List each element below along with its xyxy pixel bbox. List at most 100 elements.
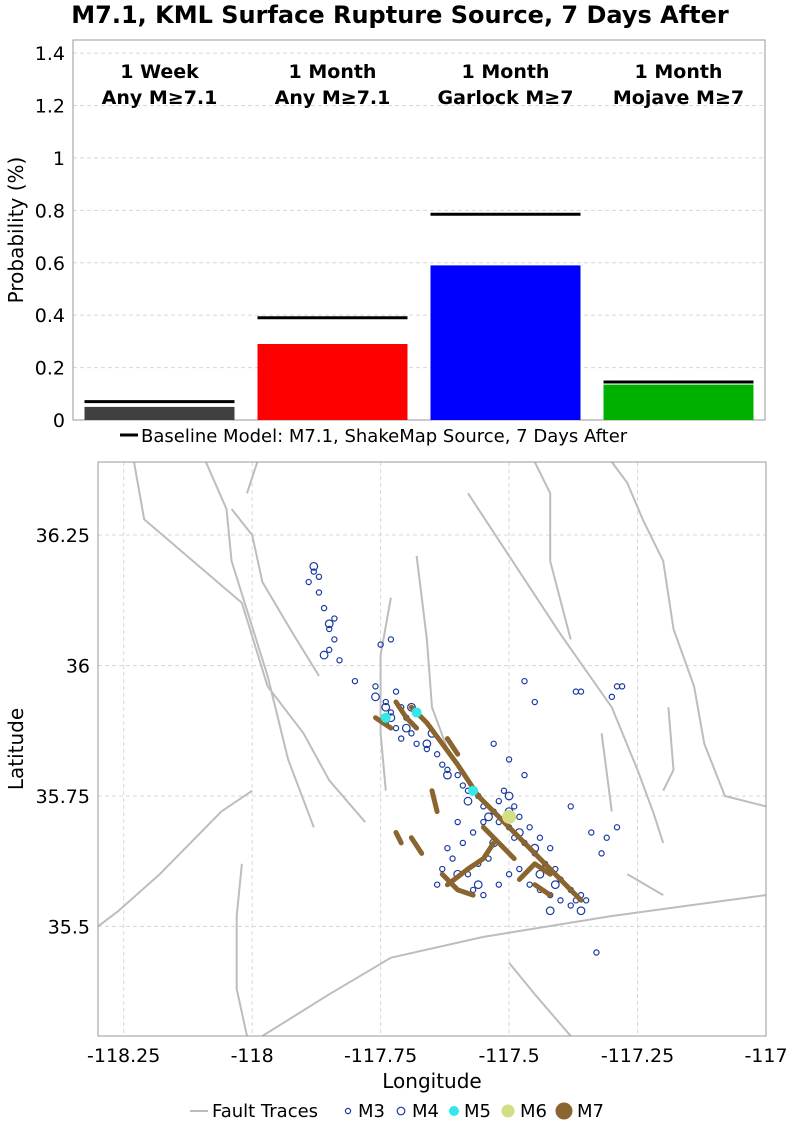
- bar-chart-title: M7.1, KML Surface Rupture Source, 7 Days…: [71, 1, 729, 29]
- m3-event: [444, 844, 451, 852]
- legend-m4-label: M4: [412, 1101, 439, 1122]
- fault-trace: [610, 462, 766, 808]
- m4-event: [504, 791, 514, 801]
- m3-event: [444, 766, 451, 774]
- map-chart: -118.25 -118 -117.75 -117.5 -117.25 -117 35.5 3…: [4, 461, 788, 1122]
- m3-event: [326, 625, 333, 633]
- fault-trace: [600, 733, 613, 812]
- m3-event: [320, 604, 328, 612]
- m3-event: [521, 771, 528, 779]
- m3-event: [439, 761, 446, 768]
- m3-event: [331, 636, 338, 643]
- m3-event: [480, 891, 487, 899]
- m3-event: [567, 803, 574, 810]
- bar: [430, 265, 581, 420]
- legend-m5-label: M5: [464, 1101, 491, 1122]
- m3-event: [387, 709, 395, 716]
- map-plot-frame: [97, 461, 767, 1037]
- map-x-tick-label: -117: [744, 1045, 787, 1067]
- m3-event: [516, 865, 523, 873]
- bar: [84, 406, 235, 420]
- legend-fault-label: Fault Traces: [212, 1101, 318, 1122]
- map-x-axis-label: Longitude: [382, 1069, 481, 1093]
- m3-event: [326, 646, 333, 654]
- m3-event: [469, 829, 477, 836]
- m4-event: [407, 702, 416, 712]
- map-x-tick-label: -118.25: [87, 1045, 160, 1067]
- m3-event: [413, 740, 420, 747]
- m3-event: [567, 902, 574, 909]
- m3-event: [469, 886, 477, 894]
- category-label-line2: Garlock M≥7: [438, 87, 574, 109]
- m4-event: [443, 770, 452, 780]
- legend-m5-swatch: [449, 1106, 459, 1116]
- m4-event: [309, 561, 319, 571]
- category-label-line2: Any M≥7.1: [102, 87, 218, 109]
- legend-m3-swatch: [344, 1107, 352, 1115]
- m4-event: [324, 619, 334, 629]
- fault-trace: [508, 962, 572, 1036]
- m7-rupture: [393, 830, 404, 846]
- bar-y-axis-label: Probability (%): [4, 157, 28, 304]
- m3-event: [392, 688, 400, 695]
- legend-m6-swatch: [501, 1104, 515, 1118]
- m3-event: [557, 897, 564, 904]
- m4-event: [550, 880, 560, 890]
- bar: [257, 344, 408, 420]
- m7-rupture: [408, 835, 425, 856]
- fault-trace: [98, 789, 253, 928]
- m3-event: [449, 855, 456, 862]
- map-content: [98, 462, 766, 1036]
- m4-event: [371, 692, 380, 702]
- bar-y-tick-label: 0.8: [35, 200, 65, 222]
- m4-event: [319, 650, 329, 660]
- m7-rupture: [444, 736, 461, 757]
- legend-m4-swatch: [396, 1106, 406, 1116]
- m3-event: [582, 897, 590, 904]
- m3-event: [500, 787, 508, 794]
- m3-event: [454, 818, 461, 826]
- bar-y-tick-label: 0.4: [35, 305, 65, 327]
- fault-trace: [626, 873, 664, 896]
- legend-m7-label: M7: [577, 1101, 604, 1122]
- m3-event: [593, 949, 600, 956]
- fault-trace: [533, 462, 572, 640]
- m3-event: [613, 683, 621, 690]
- bar-y-tick-label: 0.2: [35, 358, 65, 380]
- m3-event: [433, 881, 441, 888]
- fault-trace: [261, 894, 766, 1036]
- fault-trace: [467, 492, 665, 844]
- map-x-tick-label: -118: [231, 1045, 274, 1067]
- m4-event: [484, 812, 493, 822]
- m5-event: [411, 707, 422, 718]
- m3-event: [608, 693, 616, 701]
- m3-event: [310, 568, 318, 575]
- m3-event: [454, 771, 461, 779]
- m3-event: [572, 688, 580, 695]
- m3-event: [331, 615, 338, 622]
- bar-chart: 0 0.2 0.4 0.6 0.8 1 1.2 1.4 1 Week Any M≥7.1 1 Mon…: [4, 39, 766, 447]
- bar-y-tick-label: 1: [53, 148, 65, 170]
- m3-event: [387, 636, 395, 643]
- m4-event: [401, 723, 411, 733]
- m7-rupture: [373, 715, 394, 731]
- m4-event: [422, 739, 432, 749]
- category-label-line1: 1 Month: [289, 61, 377, 83]
- m3-event: [392, 724, 400, 732]
- m3-event: [577, 688, 585, 695]
- m4-event: [576, 906, 586, 916]
- m3-event: [588, 829, 595, 836]
- m7-rupture: [439, 871, 476, 898]
- m3-event: [613, 824, 621, 831]
- m3-event: [397, 735, 405, 742]
- m3-event: [315, 589, 323, 596]
- m3-event: [433, 751, 441, 758]
- map-x-tick-label: -117.5: [478, 1045, 539, 1067]
- m3-event: [377, 641, 384, 648]
- legend-m3-label: M3: [358, 1101, 385, 1122]
- m7-rupture: [444, 840, 497, 888]
- m3-event: [536, 834, 544, 841]
- map-y-tick-label: 36: [66, 656, 90, 678]
- m3-event: [603, 834, 610, 841]
